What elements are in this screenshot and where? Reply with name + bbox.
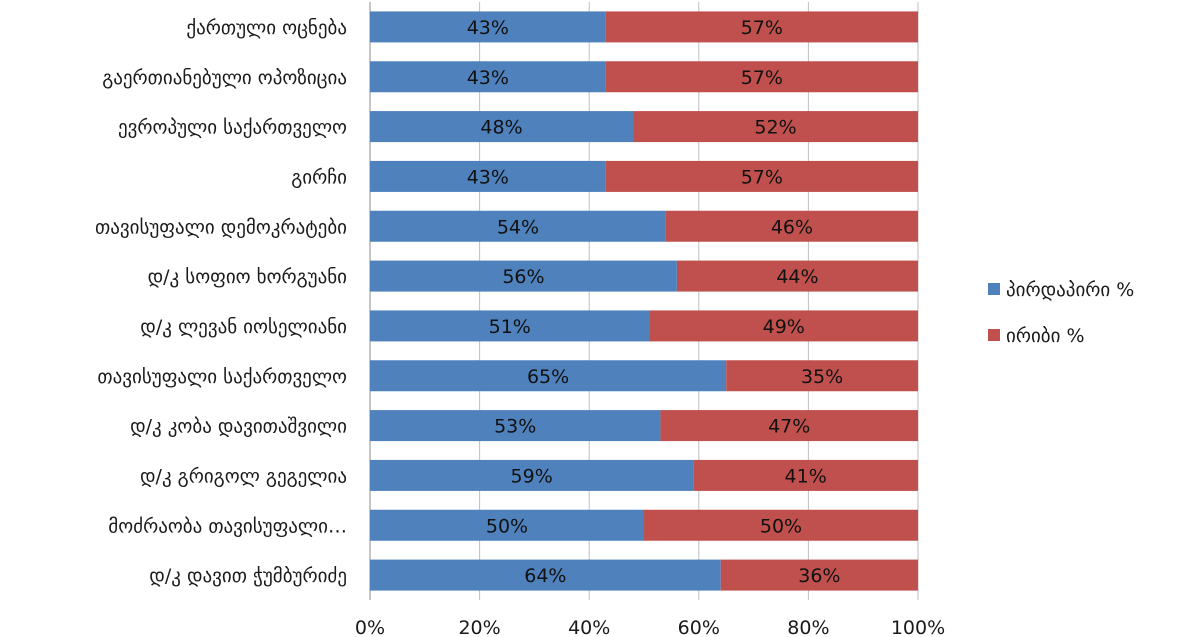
bar-data-label: 47% <box>768 416 810 438</box>
bar-data-label: 59% <box>511 465 553 487</box>
bar-segment <box>605 11 918 43</box>
bar-segment <box>649 310 918 342</box>
x-tick-label: 60% <box>678 617 720 637</box>
x-tick-label: 100% <box>891 617 945 637</box>
legend-swatch <box>988 329 1000 341</box>
bar-data-label: 64% <box>524 565 566 587</box>
category-label: დ/კ გრიგოლ გეგელია <box>140 465 347 487</box>
legend-swatch <box>988 283 1000 295</box>
legend: პირდაპირი % ირიბი % <box>988 279 1134 347</box>
category-label: დ/კ სოფიო ხორგუანი <box>148 266 347 288</box>
bar-data-label: 50% <box>486 515 528 537</box>
legend-label: ირიბი % <box>1006 325 1085 347</box>
bar-segment <box>693 459 918 491</box>
bar-data-label: 54% <box>497 216 539 238</box>
bar-data-label: 50% <box>760 515 802 537</box>
category-labels: ქართული ოცნება გაერთიანებული ოპოზიცია ევრო… <box>95 17 347 587</box>
bar-segment <box>370 360 727 392</box>
bar-segment <box>665 210 918 242</box>
bar-data-label: 48% <box>480 117 522 139</box>
bar-data-label: 35% <box>801 366 843 388</box>
bars: 43% 57% 43% 57% 48% 52% 43% 57% 54% 46% 56% 44% 51% 4… <box>370 11 918 591</box>
bar-data-label: 43% <box>467 67 509 89</box>
bar-data-label: 53% <box>494 416 536 438</box>
bar-segment <box>720 559 918 591</box>
bar-segment <box>370 459 694 491</box>
bar-segment <box>370 210 666 242</box>
category-label: ევროპული საქართველო <box>118 117 347 139</box>
bar-segment <box>370 11 606 43</box>
bar-segment <box>370 111 634 143</box>
bar-data-label: 56% <box>502 266 544 288</box>
category-label: გაერთიანებული ოპოზიცია <box>102 67 347 89</box>
bar-data-label: 43% <box>467 166 509 188</box>
bar-data-label: 57% <box>741 17 783 39</box>
category-label: დ/კ დავით ჭუმბურიძე <box>149 565 347 587</box>
category-label: გირჩი <box>291 166 347 188</box>
bar-segment <box>370 559 721 591</box>
bar-segment <box>605 160 918 192</box>
bar-segment <box>633 111 918 143</box>
x-tick-label: 20% <box>458 617 500 637</box>
bar-segment <box>370 310 650 342</box>
category-label: თავისუფალი დემოკრატები <box>95 216 347 238</box>
bar-data-label: 46% <box>771 216 813 238</box>
x-tick-label: 0% <box>355 617 385 637</box>
legend-label: პირდაპირი % <box>1006 279 1134 301</box>
bar-segment <box>370 410 661 442</box>
x-tick-label: 80% <box>787 617 829 637</box>
bar-data-label: 51% <box>489 316 531 338</box>
category-label: დ/კ კობა დავითაშვილი <box>130 416 347 438</box>
bar-data-label: 36% <box>798 565 840 587</box>
bar-data-label: 57% <box>741 166 783 188</box>
bar-segment <box>370 160 606 192</box>
bar-segment <box>370 61 606 93</box>
bar-data-label: 49% <box>763 316 805 338</box>
bar-segment <box>605 61 918 93</box>
bar-data-label: 52% <box>754 117 796 139</box>
bar-data-label: 43% <box>467 17 509 39</box>
bar-segment <box>726 360 918 392</box>
bar-segment <box>370 509 644 541</box>
category-label: თავისუფალი საქართველო <box>97 366 347 388</box>
x-tick-label: 40% <box>568 617 610 637</box>
bar-segment <box>660 410 918 442</box>
grid-lines <box>369 2 919 600</box>
x-tick-labels: 0% 20% 40% 60% 80% 100% <box>355 617 945 637</box>
category-label: დ/კ ლევან იოსელიანი <box>140 316 347 338</box>
bar-segment <box>676 260 918 292</box>
bar-segment <box>644 509 918 541</box>
category-label: ქართული ოცნება <box>186 17 347 39</box>
bar-data-label: 65% <box>527 366 569 388</box>
bar-data-label: 57% <box>741 67 783 89</box>
bar-data-label: 44% <box>776 266 818 288</box>
category-label: მოძრაობა თავისუფალი… <box>108 515 347 537</box>
bar-data-label: 41% <box>785 465 827 487</box>
bar-segment <box>370 260 677 292</box>
